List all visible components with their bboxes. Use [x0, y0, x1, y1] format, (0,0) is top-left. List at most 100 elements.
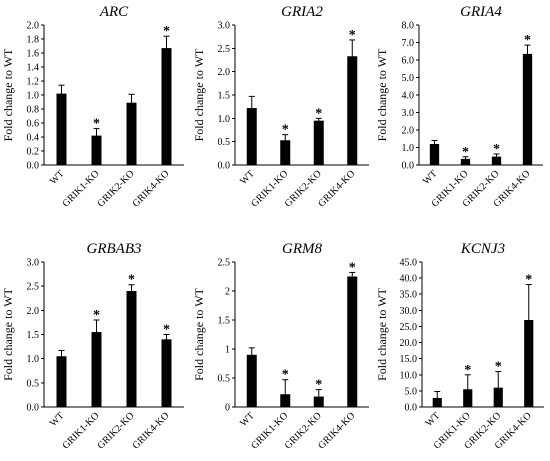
y-axis-label: Fold change to WT — [192, 287, 206, 380]
chart-title: KCNJ3 — [460, 241, 505, 257]
y-tick-label: 2.5 — [218, 258, 231, 269]
category-label: GRIK4-KO — [316, 410, 357, 451]
y-tick-label: 0.0 — [402, 161, 415, 172]
y-tick-label: 0.0 — [27, 403, 40, 414]
bar-grik4-ko — [161, 339, 172, 407]
significance-star: * — [495, 360, 502, 375]
significance-star: * — [93, 117, 100, 132]
y-tick-label: 8.0 — [402, 21, 415, 32]
category-label: GRIK4-KO — [130, 168, 171, 209]
bar-grik1-ko — [460, 158, 471, 165]
significance-star: * — [282, 368, 289, 383]
y-tick-label: 5.0 — [402, 73, 415, 84]
y-tick-label: 2.5 — [27, 282, 40, 293]
y-tick-label: 2.0 — [218, 67, 231, 78]
chart-panel-1: ARC Fold change to WT 0.0 0.2 0.4 0.6 0.8 1.0 1.… — [1, 4, 184, 210]
significance-star: * — [315, 378, 322, 393]
y-tick-label: 35.0 — [400, 290, 418, 301]
y-tick-label: 0.0 — [27, 161, 40, 172]
y-tick-label: 1.6 — [27, 49, 40, 60]
y-tick-label: 20.0 — [400, 338, 418, 349]
y-tick-label: 2 — [225, 287, 230, 298]
y-tick-label: 2.0 — [402, 126, 415, 137]
y-tick-label: 45.0 — [400, 258, 418, 269]
y-axis-label: Fold change to WT — [375, 48, 389, 141]
y-tick-label: 1.5 — [27, 330, 40, 341]
y-tick-label: 1.0 — [27, 91, 40, 102]
y-tick-label: 1.0 — [27, 354, 40, 365]
significance-star: * — [525, 273, 532, 288]
significance-star: * — [315, 106, 322, 121]
y-tick-label: 0.0 — [405, 403, 418, 414]
y-tick-label: 0.2 — [27, 147, 40, 158]
chart-title: ARC — [99, 4, 129, 20]
category-label: GRIK2-KO — [95, 168, 136, 209]
category-label: GRIK2-KO — [95, 410, 136, 451]
bar-wt — [429, 144, 440, 165]
y-tick-label: 1.2 — [27, 77, 40, 88]
y-axis-label: Fold change to WT — [192, 48, 206, 141]
bar-grik4-ko — [347, 276, 358, 407]
y-tick-label: 10.0 — [400, 370, 418, 381]
chart-panel-5: GRM8 Fold change to WT 0 0.5 1 1.5 2 2.5 WT * GRIK… — [192, 241, 369, 452]
significance-star: * — [93, 308, 100, 323]
category-label: WT — [48, 410, 67, 429]
significance-star: * — [349, 260, 356, 275]
significance-star: * — [128, 273, 135, 288]
significance-star: * — [462, 145, 469, 160]
chart-title: GRIA4 — [460, 4, 502, 20]
chart-title: GRIA2 — [281, 4, 323, 20]
significance-star: * — [493, 142, 500, 157]
y-tick-label: 2.5 — [218, 44, 231, 55]
y-axis-label: Fold change to WT — [1, 287, 15, 380]
y-tick-label: 1.4 — [27, 63, 40, 74]
y-tick-label: 1.5 — [218, 316, 231, 327]
bar-grik1-ko — [91, 135, 102, 165]
y-tick-label: 0.5 — [27, 378, 40, 389]
bar-wt — [56, 93, 67, 165]
y-tick-label: 2.0 — [27, 21, 40, 32]
y-tick-label: 1.0 — [218, 114, 231, 125]
chart-panel-3: GRIA4 Fold change to WT 0.0 1.0 2.0 3.0 4.0 5.0… — [375, 4, 543, 210]
bar-grik1-ko — [280, 140, 291, 165]
y-tick-label: 0.6 — [27, 119, 40, 130]
y-tick-label: 3.0 — [402, 108, 415, 119]
y-tick-label: 30.0 — [400, 306, 418, 317]
y-tick-label: 0.5 — [218, 374, 231, 385]
category-label: GRIK4-KO — [316, 168, 357, 209]
y-tick-label: 1.5 — [218, 91, 231, 102]
y-axis-label: Fold change to WT — [375, 287, 389, 380]
y-tick-label: 0.8 — [27, 105, 40, 116]
significance-star: * — [163, 24, 170, 39]
y-tick-label: 0.4 — [27, 133, 40, 144]
bar-wt — [246, 354, 257, 407]
chart-title: GRBAB3 — [87, 241, 142, 257]
y-tick-label: 1 — [225, 345, 230, 356]
bar-grik2-ko — [126, 102, 137, 165]
chart-panel-6: KCNJ3 Fold change to WT 0.0 5.0 10.0 15.0 20.0… — [375, 241, 544, 452]
category-label: WT — [238, 410, 257, 429]
bar-grik2-ko — [491, 156, 502, 165]
significance-star: * — [464, 363, 471, 378]
y-tick-label: 1.0 — [402, 143, 415, 154]
category-label: WT — [238, 168, 257, 187]
bar-grik2-ko — [313, 120, 324, 165]
y-tick-label: 3.0 — [27, 258, 40, 269]
category-label: WT — [421, 168, 440, 187]
y-tick-label: 15.0 — [400, 354, 418, 365]
chart-panel-4: GRBAB3 Fold change to WT 0.0 0.5 1.0 1.5 2.0 2.… — [1, 241, 184, 452]
y-tick-label: 1.8 — [27, 35, 40, 46]
bar-grik2-ko — [126, 291, 137, 407]
bar-grik4-ko — [522, 53, 533, 165]
y-tick-label: 0 — [225, 403, 230, 414]
bar-wt — [56, 356, 67, 407]
significance-star: * — [282, 123, 289, 138]
bar-wt — [246, 108, 257, 165]
y-axis-label: Fold change to WT — [1, 48, 15, 141]
category-label: WT — [424, 410, 443, 429]
bar-grik4-ko — [347, 56, 358, 166]
bar-grik4-ko — [161, 48, 172, 165]
y-tick-label: 3.0 — [218, 21, 231, 32]
y-tick-label: 7.0 — [402, 38, 415, 49]
chart-panel-2: GRIA2 Fold change to WT 0.0 0.5 1.0 1.5 2.0 2.5… — [192, 4, 369, 210]
